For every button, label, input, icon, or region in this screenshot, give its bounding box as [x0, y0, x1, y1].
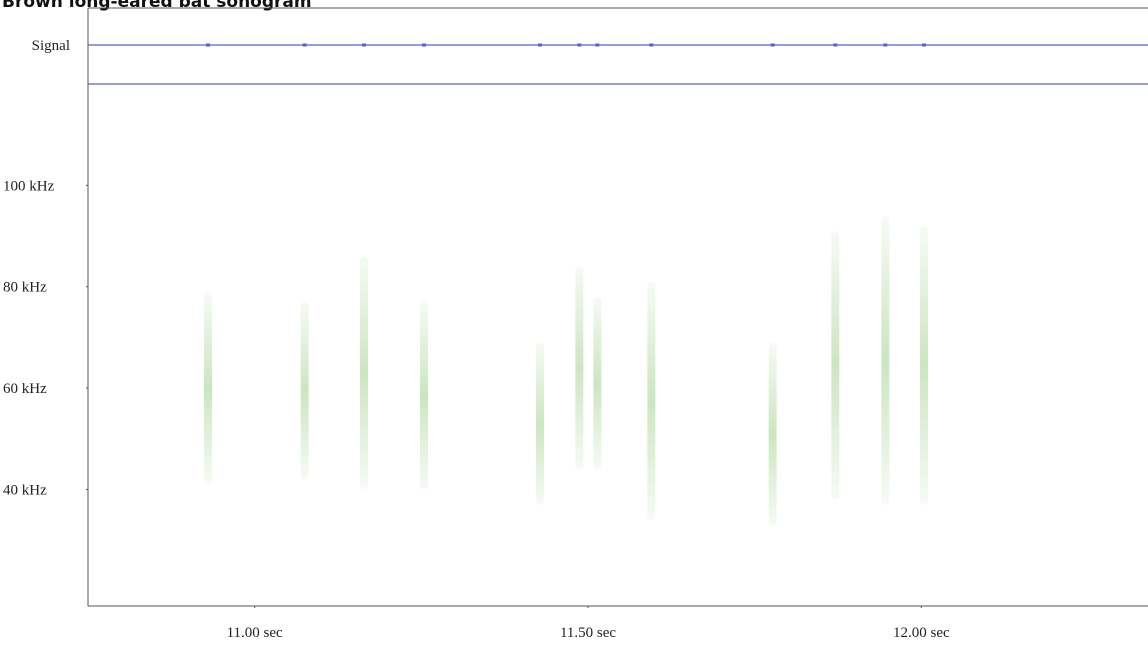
y-tick-label: 80 kHz	[3, 280, 47, 296]
signal-label: Signal	[32, 38, 70, 54]
chart: Brown long-eared bat sonogram Signal 40 …	[0, 0, 1148, 645]
x-tick-label: 11.50 sec	[560, 625, 616, 641]
call	[831, 231, 839, 500]
call	[360, 256, 368, 489]
call	[647, 282, 655, 520]
call	[881, 216, 889, 505]
chart-title: Brown long-eared bat sonogram	[2, 0, 312, 12]
y-tick-label: 60 kHz	[3, 381, 47, 397]
call	[593, 297, 601, 469]
call	[536, 342, 544, 504]
y-tick-label: 40 kHz	[3, 482, 47, 498]
call	[920, 226, 928, 505]
page: {"chart_data": {"type": "spectrogram", "…	[0, 0, 1148, 645]
call	[575, 266, 583, 469]
call	[204, 292, 212, 485]
x-tick-label: 12.00 sec	[893, 625, 950, 641]
call	[301, 302, 309, 479]
x-tick-label: 11.00 sec	[227, 625, 283, 641]
call	[420, 302, 428, 490]
call	[769, 342, 777, 524]
y-tick-label: 100 kHz	[3, 178, 55, 194]
